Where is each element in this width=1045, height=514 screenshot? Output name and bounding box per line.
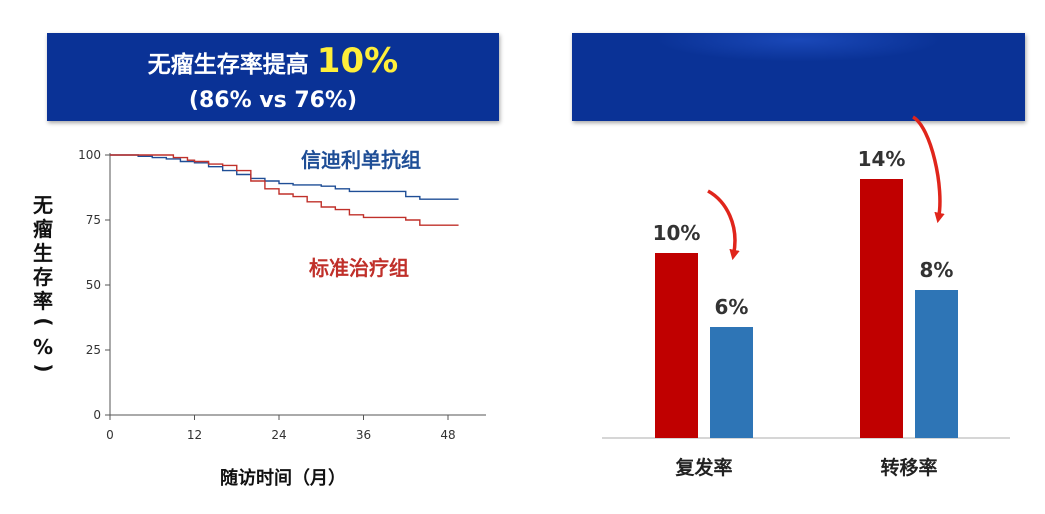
x-tick-label: 24 (271, 428, 286, 442)
x-axis-label: 随访时间（月） (220, 467, 346, 489)
y-axis-label-char: 生 (33, 241, 53, 265)
bar-recurrence-standard (655, 253, 698, 438)
series-line-standard (110, 154, 459, 226)
y-tick-label: 100 (78, 148, 101, 162)
banner-subtitle: (86% vs 76%) (188, 88, 358, 113)
blank-banner (572, 33, 1025, 121)
x-tick-label: 48 (440, 428, 455, 442)
bar-value-label: 6% (715, 295, 749, 319)
title-banner: 无瘤生存率提高 10% (86% vs 76%) (47, 33, 499, 121)
y-tick-label: 25 (86, 343, 101, 357)
y-axis-label-char: 瘤 (33, 217, 53, 241)
series-label-sintilimab: 信迪利单抗组 (301, 148, 421, 172)
x-tick-label: 0 (106, 428, 114, 442)
bar-metastasis-standard (860, 179, 903, 438)
x-tick-label: 36 (356, 428, 371, 442)
bar-recurrence-sintilimab (710, 327, 753, 438)
y-tick-label: 0 (93, 408, 101, 422)
banner-title: 无瘤生存率提高 10% (47, 43, 499, 83)
y-axis-label-char: % (33, 335, 53, 359)
category-label-metastasis: 转移率 (880, 456, 937, 479)
bar-value-label: 8% (920, 258, 954, 282)
y-tick-label: 75 (86, 213, 101, 227)
bar-metastasis-sintilimab (915, 290, 958, 438)
y-axis-label-char: 无 (33, 193, 53, 217)
bar-value-label: 14% (858, 147, 906, 171)
category-label-recurrence: 复发率 (674, 456, 732, 479)
y-axis-label-char: 率 (33, 289, 53, 313)
y-axis-label-char: ) (32, 363, 56, 372)
decrease-arrow (911, 115, 945, 224)
y-tick-label: 50 (86, 278, 101, 292)
banner-title-text: 无瘤生存率提高 (147, 52, 309, 78)
bar-value-label: 10% (653, 221, 701, 245)
y-axis-label-char: 存 (33, 265, 53, 289)
banner-title-highlight: 10% (316, 41, 399, 81)
x-tick-label: 12 (187, 428, 202, 442)
series-label-standard: 标准治疗组 (309, 256, 409, 280)
decrease-arrow (707, 189, 740, 261)
y-axis-label-char: ( (32, 317, 56, 326)
